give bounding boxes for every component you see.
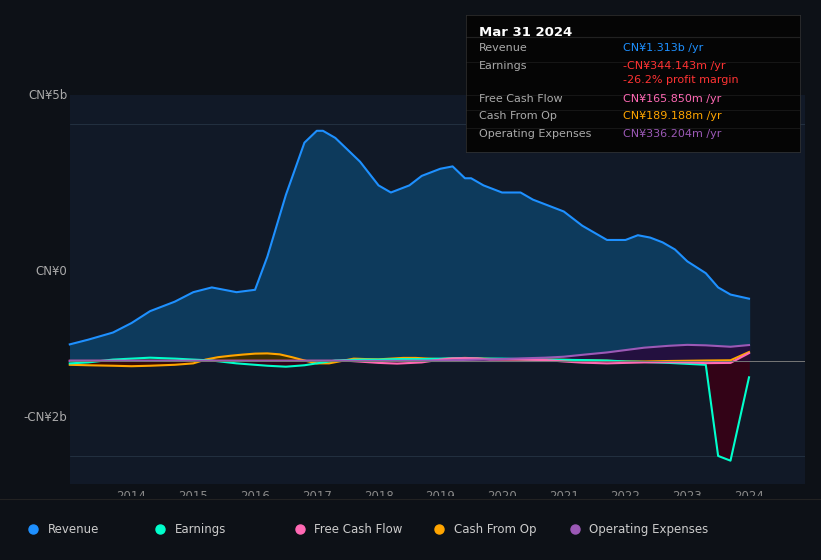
Text: Revenue: Revenue xyxy=(48,522,99,535)
Text: Cash From Op: Cash From Op xyxy=(479,111,557,122)
Text: Cash From Op: Cash From Op xyxy=(454,522,536,535)
Text: CN¥1.313b /yr: CN¥1.313b /yr xyxy=(623,43,704,53)
Text: Free Cash Flow: Free Cash Flow xyxy=(314,522,403,535)
Text: Mar 31 2024: Mar 31 2024 xyxy=(479,26,572,39)
Text: Operating Expenses: Operating Expenses xyxy=(589,522,709,535)
Text: CN¥165.850m /yr: CN¥165.850m /yr xyxy=(623,94,721,104)
Text: CN¥336.204m /yr: CN¥336.204m /yr xyxy=(623,129,722,139)
Text: -CN¥344.143m /yr: -CN¥344.143m /yr xyxy=(623,60,726,71)
Text: CN¥5b: CN¥5b xyxy=(28,88,67,102)
Text: CN¥189.188m /yr: CN¥189.188m /yr xyxy=(623,111,722,122)
Text: Operating Expenses: Operating Expenses xyxy=(479,129,591,139)
Text: Earnings: Earnings xyxy=(175,522,227,535)
Text: -26.2% profit margin: -26.2% profit margin xyxy=(623,75,739,85)
Text: Revenue: Revenue xyxy=(479,43,528,53)
Text: -CN¥2b: -CN¥2b xyxy=(24,410,67,424)
Text: CN¥0: CN¥0 xyxy=(35,265,67,278)
Text: Earnings: Earnings xyxy=(479,60,527,71)
Text: Free Cash Flow: Free Cash Flow xyxy=(479,94,562,104)
